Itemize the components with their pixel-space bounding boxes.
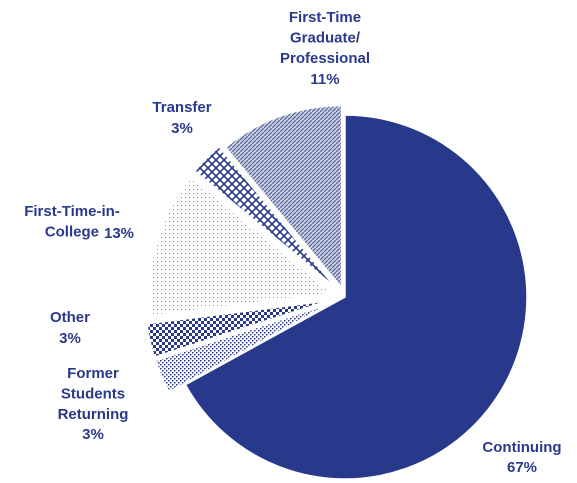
slice-value-label: 3%: [59, 330, 81, 347]
pie-slice: [184, 114, 528, 480]
slice-label: First-Time-in-College: [24, 203, 120, 241]
slice-value-label: 13%: [104, 225, 134, 242]
slice-value-label: 3%: [82, 426, 104, 443]
pie-slice: [148, 176, 334, 317]
pie-slice: [224, 104, 343, 290]
slice-value-label: 11%: [310, 71, 339, 88]
slice-label: Transfer: [152, 99, 211, 116]
slice-value-label: 67%: [507, 459, 537, 476]
pie-slice: [193, 145, 336, 288]
pie-slice: [146, 300, 328, 359]
slice-label: First-Time Graduate/Professional: [280, 9, 370, 67]
pie-slice: [154, 303, 329, 393]
slice-label: Former Students Returning: [58, 365, 129, 423]
slice-label: Continuing: [482, 439, 561, 456]
slice-label: Other: [50, 309, 90, 326]
slice-value-label: 3%: [171, 120, 193, 137]
